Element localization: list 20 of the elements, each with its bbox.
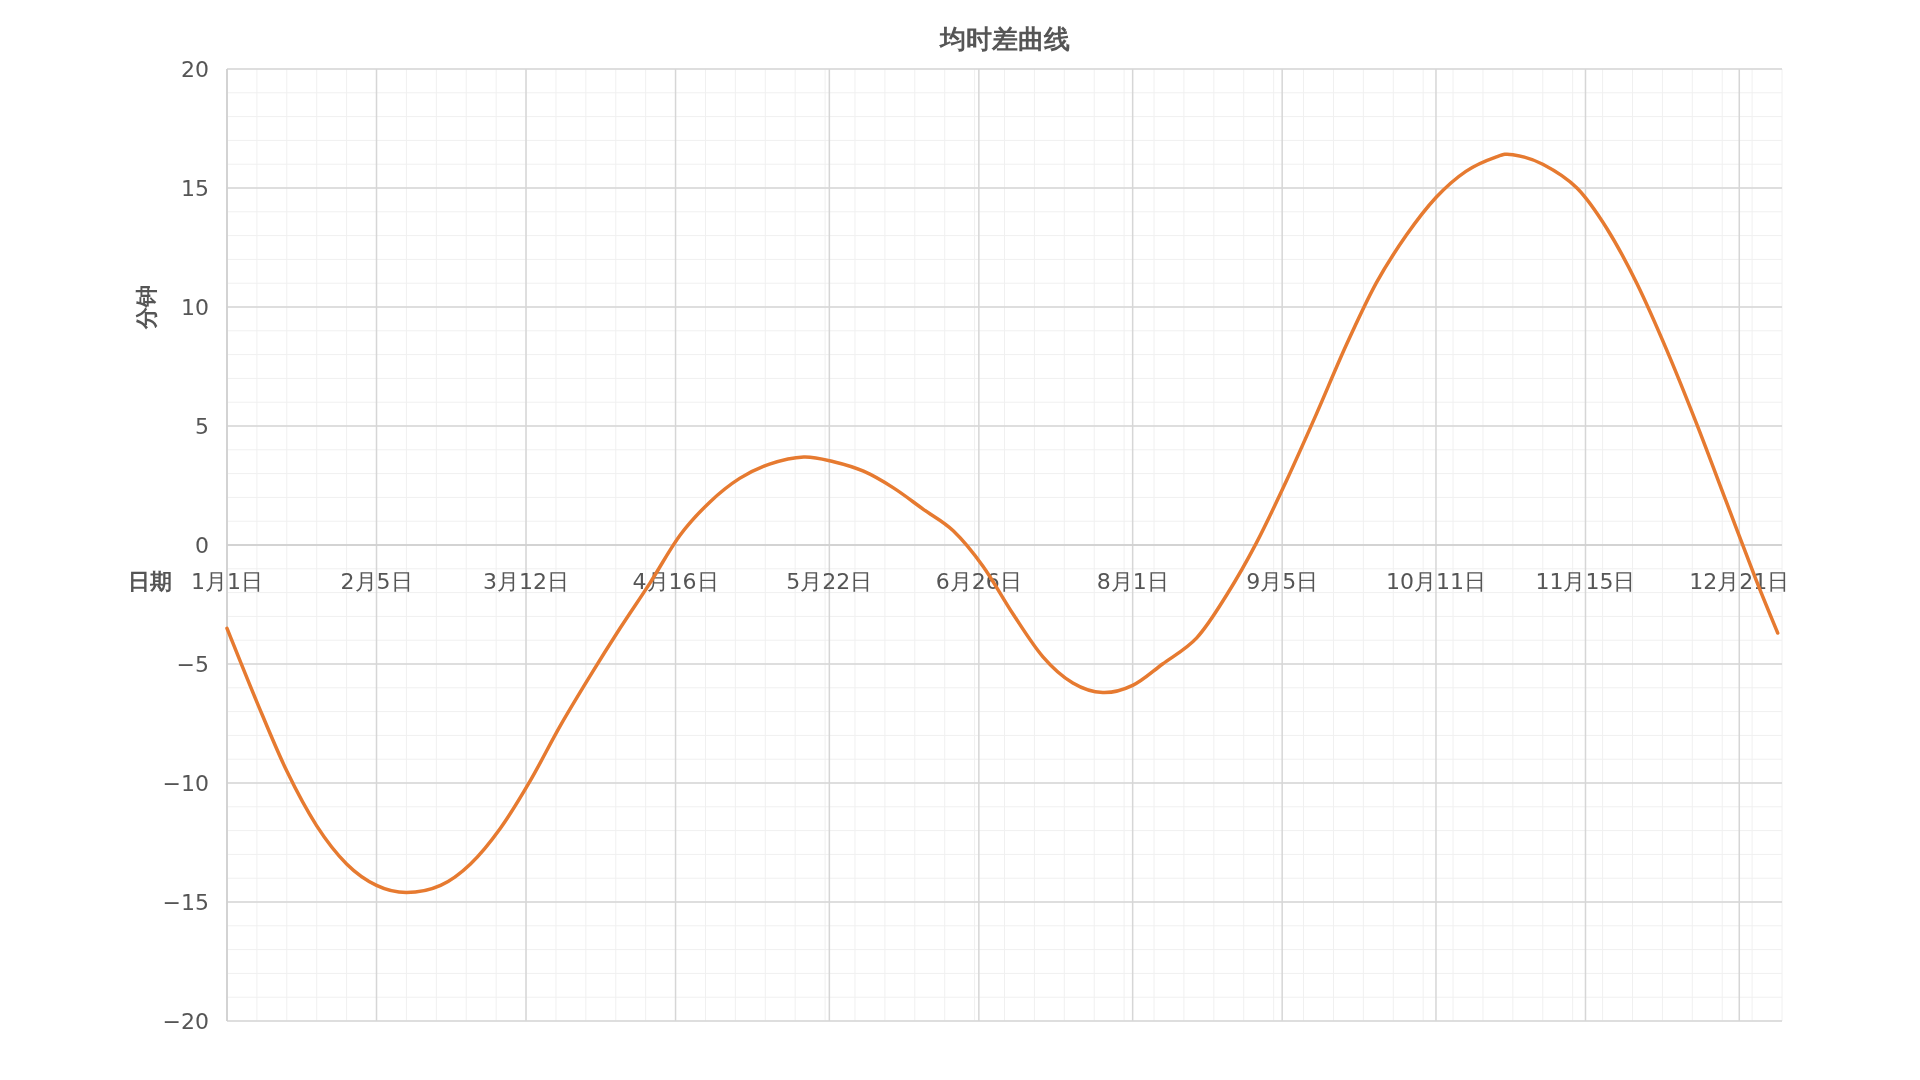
y-tick-label: −10 (162, 770, 209, 796)
x-tick-label: 1月1日 (191, 569, 263, 594)
y-tick-label: 20 (181, 56, 209, 82)
chart-title: 均时差曲线 (937, 24, 1070, 54)
x-tick-label: 8月1日 (1096, 569, 1169, 594)
y-axis-title: 分钟 (134, 285, 159, 330)
y-tick-label: 10 (181, 294, 209, 320)
x-tick-label: 10月11日 (1385, 569, 1486, 594)
y-tick-label: 15 (181, 175, 209, 201)
y-tick-label: −15 (162, 889, 209, 915)
x-tick-label: 2月5日 (340, 569, 413, 594)
y-tick-label: −5 (176, 651, 209, 677)
x-tick-label: 11月15日 (1535, 569, 1636, 594)
y-tick-label: 5 (195, 413, 209, 439)
x-tick-label: 9月5日 (1246, 569, 1319, 594)
y-tick-label: −20 (162, 1008, 209, 1034)
x-tick-label: 3月12日 (483, 569, 570, 594)
y-tick-label: 0 (195, 532, 209, 558)
x-tick-label: 5月22日 (786, 569, 873, 594)
x-axis-title: 日期 (128, 569, 172, 594)
